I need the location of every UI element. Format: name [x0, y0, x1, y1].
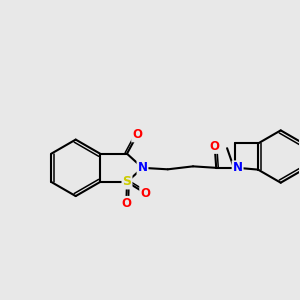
Text: O: O: [210, 140, 220, 153]
Text: S: S: [122, 176, 131, 188]
Text: O: O: [132, 128, 142, 141]
Text: O: O: [140, 187, 150, 200]
Text: N: N: [137, 161, 148, 174]
Text: N: N: [232, 161, 243, 174]
Text: O: O: [122, 197, 131, 210]
